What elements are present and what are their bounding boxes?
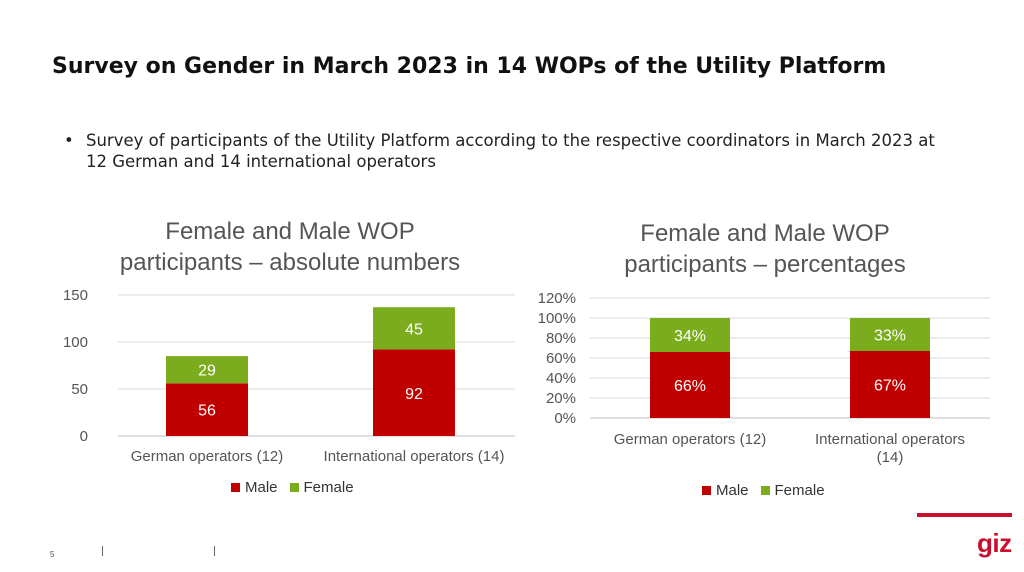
data-label: 92 xyxy=(405,386,423,403)
bar-female xyxy=(850,318,930,351)
y-tick-label: 0 xyxy=(80,428,88,445)
data-label: 67% xyxy=(874,378,906,395)
chart-legend: Male Female xyxy=(702,482,837,499)
legend-item-female: Female xyxy=(289,479,354,496)
bar-male xyxy=(650,352,730,418)
x-category-label: (14) xyxy=(877,449,904,466)
legend-label-male: Male xyxy=(245,479,278,496)
data-label: 56 xyxy=(198,403,216,420)
chart-title: Female and Male WOP participants – perce… xyxy=(520,218,1010,280)
bar-female xyxy=(650,318,730,352)
y-tick-label: 0% xyxy=(554,410,576,427)
page-number: 5 xyxy=(50,550,55,559)
footer-divider xyxy=(102,546,103,556)
legend-swatch-male xyxy=(231,483,240,492)
y-tick-label: 120% xyxy=(538,290,576,307)
y-tick-label: 20% xyxy=(546,390,576,407)
legend-label-female: Female xyxy=(303,479,354,496)
chart-title-line: Female and Male WOP xyxy=(165,218,415,245)
chart-legend: Male Female xyxy=(231,479,366,496)
bullet-text: Survey of participants of the Utility Pl… xyxy=(86,131,935,171)
y-tick-label: 150 xyxy=(63,287,88,304)
legend-label-male: Male xyxy=(716,482,749,499)
data-label: 66% xyxy=(674,378,706,395)
logo-bar xyxy=(917,513,1012,517)
data-label: 29 xyxy=(198,363,216,380)
legend-swatch-female xyxy=(760,486,770,495)
chart-plot-percentages: 0% 20% 40% 60% 80% 100% 120% 66% 34% German opera… xyxy=(538,290,990,466)
slide-title: Survey on Gender in March 2023 in 14 WOP… xyxy=(52,54,887,79)
y-tick-label: 40% xyxy=(546,370,576,387)
bar-male xyxy=(166,383,248,436)
bar-female xyxy=(166,356,248,384)
footer-divider xyxy=(214,546,215,556)
legend-swatch-male xyxy=(702,486,711,495)
bullet-point: • Survey of participants of the Utility … xyxy=(64,130,944,172)
legend-label-female: Female xyxy=(774,482,825,499)
x-category-label: International operators (14) xyxy=(324,448,505,465)
chart-title-line: participants – absolute numbers xyxy=(119,249,461,276)
data-label: 34% xyxy=(674,328,706,345)
chart-title: Female and Male WOP participants – absol… xyxy=(40,216,540,278)
chart-absolute-numbers: Female and Male WOP participants – absol… xyxy=(40,208,540,508)
x-category-label: German operators (12) xyxy=(614,431,767,448)
y-tick-label: 80% xyxy=(546,330,576,347)
x-category-label: International operators xyxy=(815,431,965,448)
chart-plot-absolute: 0 50 100 150 56 29 German operators (12) 92 45 In… xyxy=(63,287,515,465)
y-tick-label: 60% xyxy=(546,350,576,367)
legend-item-female: Female xyxy=(760,482,825,499)
data-label: 45 xyxy=(405,321,423,338)
legend-swatch-female xyxy=(289,483,299,492)
bullet-dot-icon: • xyxy=(64,131,74,150)
data-label: 33% xyxy=(874,328,906,345)
y-tick-label: 100% xyxy=(538,310,576,327)
bar-male xyxy=(850,351,930,418)
legend-item-male: Male xyxy=(231,479,278,496)
bar-male xyxy=(373,349,455,436)
chart-title-line: Female and Male WOP xyxy=(640,220,890,247)
y-tick-label: 100 xyxy=(63,334,88,351)
x-category-label: German operators (12) xyxy=(131,448,284,465)
chart-percentages: Female and Male WOP participants – perce… xyxy=(520,210,1010,510)
legend-item-male: Male xyxy=(702,482,749,499)
giz-logo: giz xyxy=(977,528,1012,558)
bar-female xyxy=(373,307,455,350)
chart-title-line: participants – percentages xyxy=(624,251,906,278)
y-tick-label: 50 xyxy=(71,381,88,398)
